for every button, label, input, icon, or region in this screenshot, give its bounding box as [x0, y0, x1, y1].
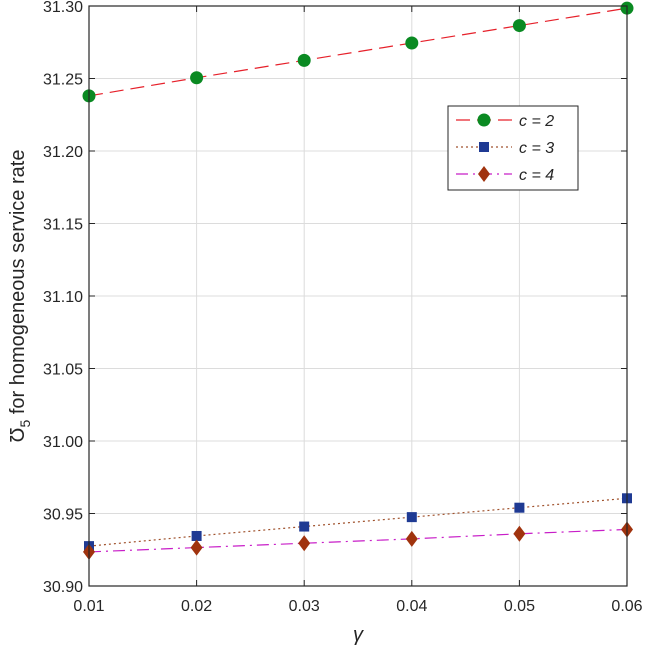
legend-entry-1-label: c = 2 [519, 113, 554, 130]
series-1-point [297, 53, 311, 67]
series-1-point [512, 19, 526, 33]
series-1-point [405, 36, 419, 50]
series-2-line [88, 497, 628, 547]
y-tick-label: 31.05 [43, 362, 83, 379]
legend-entry-3-marker [478, 166, 490, 182]
y-tick-label: 31.25 [43, 72, 83, 89]
series-1-line [88, 7, 628, 97]
x-tick-label: 0.06 [611, 598, 642, 615]
series-2-point [514, 502, 525, 513]
series-1-point [190, 71, 204, 85]
y-tick-label: 31.00 [43, 434, 83, 451]
x-tick-label: 0.01 [73, 598, 104, 615]
series-2-point [406, 512, 417, 523]
legend-entry-1-marker [477, 113, 491, 127]
series-2-point [191, 530, 202, 541]
y-tick-label: 31.20 [43, 144, 83, 161]
y-tick-label: 30.90 [43, 579, 83, 596]
y-axis-label-text: for homogeneous service rate [7, 150, 29, 420]
x-tick-label: 0.03 [289, 598, 320, 615]
series-lines [88, 7, 628, 553]
legend-entry-3-label: c = 4 [519, 167, 554, 184]
y-axis-ticks: 30.90 30.95 31.00 31.05 31.10 31.15 31.20 31.25… [43, 0, 627, 596]
legend: c = 2 c = 3 c = 4 [447, 105, 579, 191]
x-tick-label: 0.05 [504, 598, 535, 615]
x-axis-ticks: 0.01 0.02 0.03 0.04 0.05 0.06 [73, 6, 643, 615]
y-axis-label-symbol: Ʊ [7, 427, 29, 442]
series-2-point [299, 521, 310, 532]
legend-box [447, 105, 579, 191]
series-3-point [513, 525, 526, 542]
series-3-point [405, 530, 418, 547]
y-axis-label: Ʊ5 for homogeneous service rate [7, 150, 33, 443]
x-tick-label: 0.04 [396, 598, 427, 615]
legend-entry-2-label: c = 3 [519, 140, 554, 157]
x-tick-label: 0.02 [181, 598, 212, 615]
y-axis-label-subscript: 5 [17, 420, 33, 428]
legend-entry-2-marker [479, 142, 489, 152]
y-tick-label: 31.10 [43, 289, 83, 306]
series-3-line [88, 528, 628, 553]
series-3-point [298, 535, 311, 552]
y-tick-label: 31.30 [43, 0, 83, 16]
y-tick-label: 31.15 [43, 217, 83, 234]
y-tick-label: 30.95 [43, 507, 83, 524]
x-axis-label: γ [353, 624, 364, 646]
series-3-point [190, 539, 203, 556]
